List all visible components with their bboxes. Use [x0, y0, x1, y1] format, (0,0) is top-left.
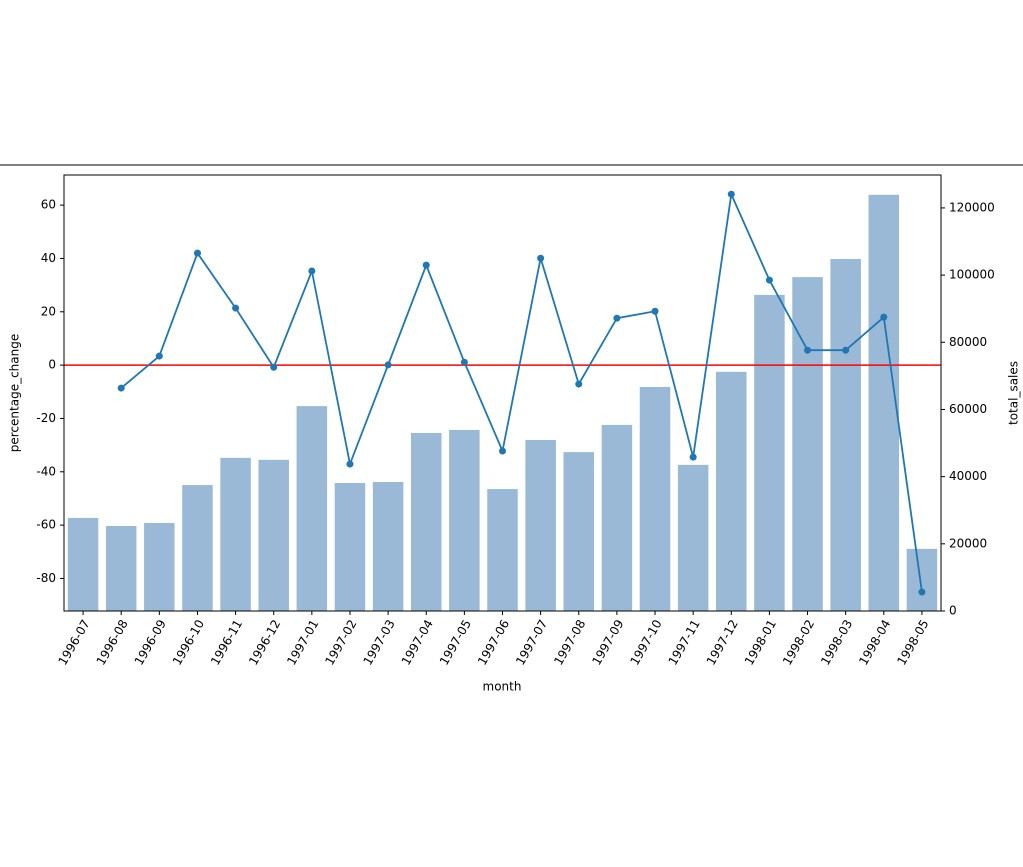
line	[120, 190, 923, 593]
point	[575, 380, 583, 388]
x-tick-label: 1998-01	[742, 617, 779, 667]
bar	[525, 440, 556, 611]
x-tick-label: 1997-01	[284, 617, 321, 667]
point	[346, 460, 354, 468]
point	[842, 346, 850, 354]
bar	[410, 432, 442, 611]
point	[651, 307, 659, 315]
bar	[563, 452, 595, 611]
y2-tick-label: 100000	[949, 268, 995, 282]
y2-tick-label: 60000	[949, 402, 987, 416]
y2-axis-label: total_sales	[1007, 361, 1021, 425]
x-tick-label: 1996-11	[208, 617, 245, 667]
y2-tick-label: 120000	[949, 200, 995, 214]
bar	[296, 406, 328, 611]
x-tick-label: 1997-05	[437, 617, 474, 667]
bar	[144, 522, 175, 611]
y-tick-label: 40	[41, 251, 56, 265]
point	[537, 254, 545, 262]
x-tick-label: 1997-11	[666, 617, 703, 667]
point	[765, 276, 773, 284]
x-tick-label: 1998-02	[780, 617, 817, 667]
y2-tick-label: 20000	[949, 536, 987, 550]
bar	[792, 277, 823, 611]
y-tick-label: -80	[36, 571, 56, 585]
point	[422, 261, 430, 269]
point	[460, 358, 468, 366]
point	[232, 304, 240, 312]
y-tick-label: 60	[41, 198, 56, 212]
point	[117, 384, 125, 392]
bar	[677, 464, 709, 611]
y2-tick-label: 0	[949, 604, 957, 618]
point	[193, 249, 201, 257]
bar	[716, 371, 747, 611]
x-tick-label: 1997-08	[551, 617, 588, 667]
point	[804, 346, 812, 354]
y2-tick-label: 80000	[949, 335, 987, 349]
bar	[868, 194, 900, 611]
point	[270, 363, 278, 371]
bar	[220, 457, 251, 611]
bar	[449, 429, 480, 611]
x-tick-label: 1998-03	[818, 617, 855, 667]
y-tick-label: -60	[36, 518, 56, 532]
y2-tick-label: 40000	[949, 469, 987, 483]
point	[613, 314, 621, 322]
bar	[182, 485, 213, 611]
x-tick-label: 1996-09	[132, 617, 169, 667]
x-tick-label: 1998-05	[894, 617, 931, 667]
bar	[372, 482, 404, 611]
point	[155, 352, 163, 360]
bar	[906, 548, 938, 611]
y-tick-label: 20	[41, 304, 56, 318]
x-tick-label: 1997-09	[589, 617, 626, 667]
point	[689, 453, 697, 461]
point	[727, 190, 735, 198]
bar	[487, 489, 518, 611]
bar	[830, 258, 861, 611]
y-tick-label: -40	[36, 464, 56, 478]
y-axis-label: percentage_change	[8, 334, 22, 452]
bar	[754, 294, 785, 611]
x-tick-label: 1998-04	[856, 617, 893, 667]
x-tick-label: 1997-07	[513, 617, 550, 667]
bar	[105, 526, 137, 611]
bar	[67, 517, 99, 611]
x-tick-label: 1997-10	[627, 617, 664, 667]
bar	[601, 424, 633, 611]
x-tick-label: 1996-07	[55, 617, 92, 667]
x-tick-label: 1997-12	[704, 617, 741, 667]
x-axis-label: month	[483, 680, 522, 694]
x-tick-label: 1997-06	[475, 617, 512, 667]
x-tick-label: 1996-10	[170, 617, 207, 667]
point	[308, 267, 316, 275]
y-tick-label: -20	[36, 411, 56, 425]
x-tick-label: 1996-08	[94, 617, 131, 667]
x-tick-label: 1997-03	[361, 617, 398, 667]
bar	[334, 483, 366, 611]
x-tick-label: 1997-04	[399, 617, 436, 667]
bar	[258, 459, 289, 611]
y-tick-label: 0	[48, 358, 56, 372]
point	[384, 361, 392, 369]
bar	[639, 386, 671, 611]
x-tick-label: 1997-02	[322, 617, 359, 667]
point	[499, 447, 506, 455]
point	[880, 313, 888, 321]
point	[918, 588, 926, 596]
x-tick-label: 1996-12	[246, 617, 283, 667]
